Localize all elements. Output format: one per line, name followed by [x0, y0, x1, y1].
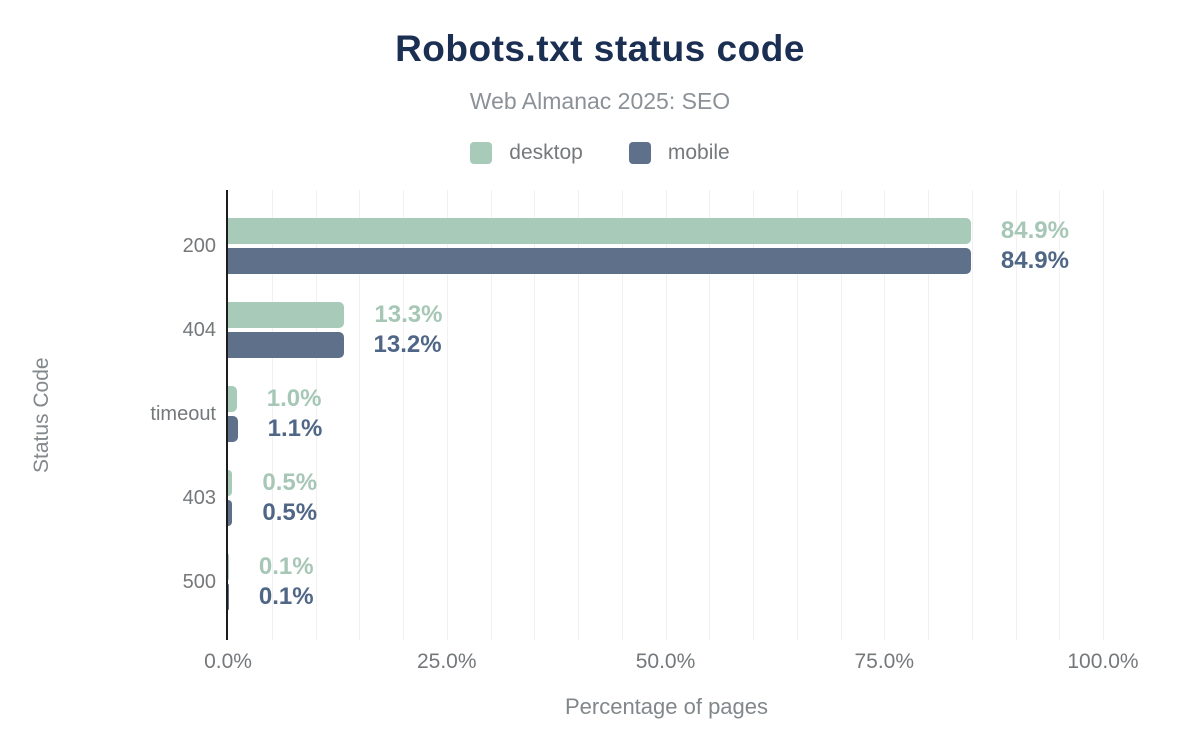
mobile-bar-404 [228, 332, 344, 358]
legend: desktop mobile [0, 141, 1200, 165]
x-tick-label-75.0%: 75.0% [854, 650, 915, 673]
gridline [271, 190, 273, 640]
category-label-500: 500 [182, 571, 216, 593]
x-tick-label-0.0%: 0.0% [204, 650, 252, 673]
mobile-value-label-500: 0.1% [258, 583, 314, 610]
legend-item-mobile: mobile [628, 141, 730, 165]
desktop-value-label-403: 0.5% [262, 469, 318, 496]
gridline [490, 190, 492, 640]
chart-title: Robots.txt status code [395, 28, 805, 69]
gridline [403, 190, 404, 640]
chart-subtitle: Web Almanac 2025: SEO [469, 88, 731, 114]
mobile-bar-timeout [228, 416, 238, 442]
desktop-bar-200 [228, 218, 971, 244]
desktop-value-label-500: 0.1% [258, 553, 314, 580]
gridline [578, 190, 579, 640]
desktop-value-label-404: 13.3% [374, 301, 443, 328]
gridline [359, 190, 361, 640]
gridline [884, 190, 886, 640]
mobile-legend-swatch [628, 142, 651, 164]
category-label-404: 404 [182, 319, 216, 341]
x-tick-label-50.0%: 50.0% [635, 650, 696, 673]
mobile-value-label-403: 0.5% [262, 499, 318, 526]
legend-label: mobile [667, 141, 730, 164]
gridline [796, 190, 798, 640]
desktop-bar-403 [228, 470, 233, 496]
gridline [1103, 190, 1104, 640]
gridline [446, 190, 448, 640]
gridline [753, 190, 754, 640]
gridline [665, 190, 667, 640]
mobile-value-label-200: 84.9% [1000, 247, 1069, 274]
x-tick-label-25.0%: 25.0% [416, 650, 477, 673]
gridline [971, 190, 973, 640]
desktop-bar-timeout [228, 386, 237, 412]
mobile-bar-500 [228, 584, 229, 610]
plot-area: 84.9% 84.9% 13.3% 13.2% 1.0% 1.1% 0.5% 0.5% 0.1%… [204, 190, 1139, 673]
gridline [1015, 190, 1017, 640]
desktop-legend-swatch [470, 142, 493, 164]
gridline [534, 190, 536, 640]
gridline [1059, 190, 1061, 640]
gridline [928, 190, 929, 640]
gridline [315, 190, 317, 640]
gridline [840, 190, 842, 640]
mobile-value-label-404: 13.2% [373, 331, 442, 358]
legend-item-desktop: desktop [470, 141, 583, 165]
desktop-value-label-200: 84.9% [1000, 217, 1069, 244]
x-axis-title: Percentage of pages [564, 694, 769, 719]
desktop-bar-404 [228, 302, 345, 328]
mobile-bar-200 [228, 248, 971, 274]
mobile-value-label-timeout: 1.1% [267, 415, 323, 442]
desktop-value-label-timeout: 1.0% [266, 385, 322, 412]
category-label-403: 403 [182, 487, 216, 509]
gridline [621, 190, 623, 640]
category-label-200: 200 [182, 235, 216, 257]
gridline [709, 190, 711, 640]
legend-label: desktop [509, 141, 583, 164]
x-tick-label-100.0%: 100.0% [1067, 650, 1139, 673]
category-label-timeout: timeout [150, 403, 216, 425]
mobile-bar-403 [228, 500, 233, 526]
desktop-bar-500 [228, 554, 229, 580]
